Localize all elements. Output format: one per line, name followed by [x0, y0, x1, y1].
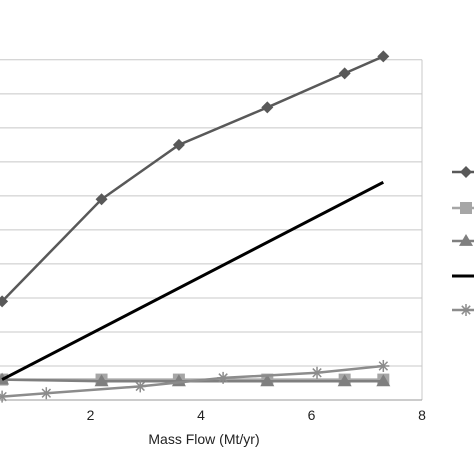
marker-asterisk-5 — [377, 359, 390, 372]
series-3-line — [1, 180, 385, 381]
marker-diamond-0 — [0, 295, 9, 308]
marker-triangle-1 — [94, 374, 109, 387]
marker-diamond-3 — [261, 101, 274, 114]
x-axis-title: Mass Flow (Mt/yr) — [148, 431, 259, 447]
marker-asterisk-2 — [134, 380, 147, 393]
marker-triangle-4 — [337, 374, 352, 387]
marker-square-legend-1 — [460, 202, 472, 214]
marker-asterisk-1 — [40, 387, 53, 400]
x-tick-label-8: 8 — [418, 407, 426, 423]
series-0-line — [1, 55, 384, 303]
series-0 — [0, 50, 390, 308]
marker-asterisk-legend-4 — [460, 304, 472, 316]
x-tick-label-6: 6 — [308, 407, 316, 423]
marker-diamond-5 — [377, 50, 390, 63]
series-4-line — [2, 364, 384, 398]
marker-diamond-2 — [172, 138, 185, 151]
series-group — [0, 50, 391, 403]
marker-triangle-legend-2 — [459, 234, 473, 246]
series-4 — [0, 359, 390, 403]
x-tick-label-2: 2 — [87, 407, 95, 423]
legend — [452, 166, 474, 316]
x-tick-label-4: 4 — [197, 407, 205, 423]
marker-diamond-legend-0 — [460, 166, 472, 178]
series-3 — [1, 180, 385, 381]
marker-diamond-4 — [338, 67, 351, 80]
marker-triangle-3 — [260, 374, 275, 387]
marker-diamond-1 — [95, 193, 108, 206]
marker-asterisk-0 — [0, 390, 9, 403]
marker-asterisk-4 — [311, 366, 324, 379]
axes: 2 4 6 8 — [0, 59, 426, 423]
marker-triangle-5 — [376, 374, 391, 387]
marker-asterisk-3 — [217, 371, 230, 384]
